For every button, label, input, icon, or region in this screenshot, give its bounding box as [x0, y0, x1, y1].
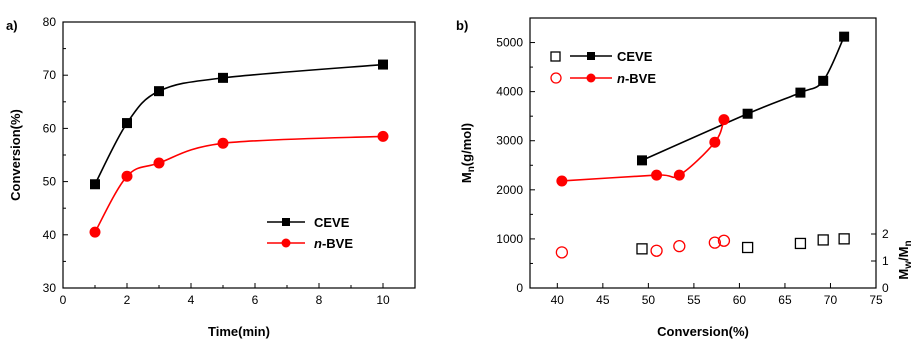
- y-tick-label: 3000: [496, 134, 523, 148]
- chart-b: b) 40 45 50 55 60 65 70 75 0 1000 2000 3…: [456, 17, 914, 339]
- data-point-circle: [709, 136, 721, 148]
- legend-marker-ceve-dispersity: [550, 51, 561, 62]
- y-tick-label: 4000: [496, 85, 523, 99]
- x-tick-label: 55: [687, 293, 701, 307]
- data-point-square-open: [741, 241, 754, 254]
- data-point-square: [818, 75, 829, 86]
- y2-tick-label: 2: [882, 227, 889, 241]
- x-tick-labels-b: 40 45 50 55 60 65 70 75: [551, 293, 883, 307]
- legend-marker-nbve: [586, 73, 596, 83]
- series-line: [561, 119, 725, 182]
- x-tick-label: 4: [188, 293, 195, 307]
- series-line: [94, 63, 384, 185]
- y-tick-label: 40: [43, 228, 57, 242]
- data-point-circle: [718, 114, 730, 126]
- y-tick-label: 70: [43, 68, 57, 82]
- data-point-circle-open: [708, 236, 721, 249]
- x-tick-label: 8: [316, 293, 323, 307]
- y-tick-labels-a: 30 40 50 60 70 80: [43, 15, 57, 295]
- y-axis-label-a: Conversion(%): [8, 109, 23, 201]
- data-point-circle: [89, 226, 101, 238]
- plot-frame-a: [62, 21, 416, 289]
- x-tick-label: 10: [376, 293, 390, 307]
- data-point-square: [636, 155, 647, 166]
- y2-tick-labels-b: 0 1 2: [882, 227, 889, 295]
- plot-frame-b: [529, 17, 877, 289]
- data-point-square-open: [636, 243, 648, 255]
- data-point-square: [218, 72, 228, 83]
- x-tick-label: 50: [642, 293, 656, 307]
- legend-label-nbve: n-BVE: [314, 236, 353, 251]
- data-point-square: [122, 118, 132, 129]
- y-tick-label: 1000: [496, 232, 523, 246]
- legend-label-nbve: n-BVE: [617, 71, 656, 86]
- y2-axis-label-b: Mw/Mn: [896, 240, 914, 279]
- data-point-circle-open: [717, 234, 731, 247]
- legend-marker-nbve: [281, 238, 291, 248]
- axis-ticks-b: [530, 42, 877, 289]
- panel-label-b: b): [456, 18, 468, 33]
- data-point-square: [154, 86, 164, 97]
- data-point-square-open: [817, 234, 829, 246]
- data-point-square: [742, 108, 753, 119]
- y2-tick-label: 1: [882, 254, 889, 268]
- axis-ticks-a: [62, 21, 384, 289]
- data-point-square: [90, 179, 100, 190]
- x-tick-label: 0: [60, 293, 67, 307]
- x-tick-label: 65: [778, 293, 792, 307]
- x-tick-label: 75: [869, 293, 883, 307]
- y-tick-label: 60: [43, 121, 57, 135]
- x-tick-label: 60: [733, 293, 747, 307]
- data-point-circle: [377, 130, 389, 142]
- legend-a: CEVE n-BVE: [267, 215, 353, 251]
- data-point-circle-open: [673, 239, 686, 253]
- data-point-circle: [673, 169, 685, 181]
- x-axis-label-b: Conversion(%): [657, 324, 749, 339]
- y-tick-label: 2000: [496, 183, 523, 197]
- y-tick-label: 0: [516, 281, 523, 295]
- legend-b: CEVE n-BVE: [550, 49, 656, 86]
- y2-tick-label: 0: [882, 281, 889, 295]
- x-tick-label: 45: [596, 293, 610, 307]
- chart-a: a) 0 2 4 6 8 10 30 40 50 60 70 80 Time(m…: [6, 15, 416, 339]
- data-point-circle: [153, 157, 165, 169]
- data-point-square: [378, 59, 388, 70]
- data-point-circle-open: [650, 244, 663, 257]
- series-markers-a: [89, 59, 389, 238]
- data-point-circle: [217, 137, 229, 149]
- series-line: [94, 135, 384, 233]
- x-tick-label: 40: [551, 293, 565, 307]
- data-point-square-open: [838, 233, 850, 245]
- legend-label-ceve: CEVE: [617, 49, 653, 64]
- panel-label-a: a): [6, 18, 18, 33]
- legend-marker-ceve: [282, 218, 290, 226]
- y-axis-label-b: Mn(g/mol): [459, 123, 477, 183]
- data-point-circle: [121, 170, 133, 182]
- y-tick-label: 50: [43, 175, 57, 189]
- y-tick-label: 5000: [496, 36, 523, 50]
- data-point-square: [795, 87, 806, 98]
- data-point-square-open: [794, 237, 807, 250]
- legend-label-ceve: CEVE: [314, 215, 350, 230]
- y-tick-label: 30: [43, 281, 57, 295]
- series-curves-a: [94, 63, 384, 233]
- x-tick-labels-a: 0 2 4 6 8 10: [60, 293, 390, 307]
- legend-marker-nbve-dispersity: [550, 72, 562, 84]
- data-point-circle: [556, 175, 568, 187]
- x-tick-label: 70: [824, 293, 838, 307]
- data-point-circle-open: [555, 246, 569, 259]
- x-tick-label: 2: [124, 293, 131, 307]
- series-markers-b: [555, 31, 850, 259]
- legend-marker-ceve: [587, 52, 595, 60]
- series-line: [641, 36, 845, 162]
- data-point-circle: [651, 169, 663, 181]
- x-tick-label: 6: [252, 293, 259, 307]
- data-point-square: [839, 31, 850, 42]
- x-axis-label-a: Time(min): [208, 324, 270, 339]
- y-tick-labels-b: 0 1000 2000 3000 4000 5000: [496, 36, 523, 295]
- y-tick-label: 80: [43, 15, 57, 29]
- series-curves-b: [561, 36, 845, 182]
